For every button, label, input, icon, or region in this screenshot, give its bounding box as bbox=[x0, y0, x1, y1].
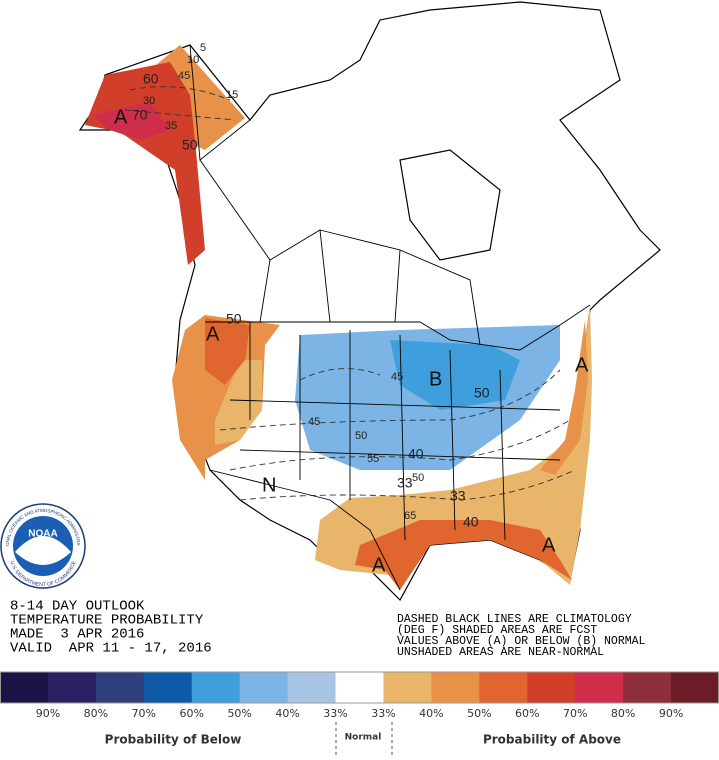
legend-label: 50% bbox=[467, 707, 491, 720]
legend-swatch bbox=[527, 672, 576, 703]
contour-label: 33 bbox=[450, 488, 466, 504]
noaa-logo: NOAA NATIONAL OCEANIC AND ATMOSPHERIC AD… bbox=[0, 0, 86, 589]
anomaly-letter: A bbox=[206, 323, 220, 345]
legend-swatch bbox=[287, 672, 337, 703]
legend-label: 90% bbox=[36, 707, 60, 720]
note-line: UNSHADED AREAS ARE NEAR-NORMAL bbox=[397, 646, 604, 659]
legend-swatch bbox=[623, 672, 672, 703]
contour-label: 45 bbox=[178, 70, 190, 82]
legend-swatch bbox=[335, 672, 384, 703]
legend-label: 60% bbox=[180, 707, 204, 720]
legend-label: 50% bbox=[227, 707, 251, 720]
legend-swatch bbox=[0, 672, 49, 703]
coast-above-dark bbox=[540, 320, 588, 475]
us-canada-border bbox=[205, 304, 591, 351]
southeast-above-orange bbox=[315, 305, 592, 590]
west-above-red bbox=[205, 318, 250, 385]
contour-label: 50 bbox=[226, 311, 242, 327]
contour-label: 40 bbox=[463, 514, 479, 530]
contour-label: 5 bbox=[200, 42, 206, 54]
note-line: VALUES ABOVE (A) OR BELOW (B) NORMAL bbox=[397, 635, 646, 648]
legend-normal-title: Normal bbox=[345, 733, 382, 743]
legend-swatch bbox=[575, 672, 624, 703]
outlook-line: 8-14 DAY OUTLOOK bbox=[10, 599, 145, 615]
legend-label: 60% bbox=[515, 707, 539, 720]
us-mexico-border bbox=[209, 469, 401, 591]
legend-label: 40% bbox=[419, 707, 443, 720]
legend-swatch bbox=[95, 672, 145, 703]
logo-ring-top: NATIONAL OCEANIC AND ATMOSPHERIC ADMINIS… bbox=[0, 0, 81, 547]
contour-label: 45 bbox=[308, 416, 320, 428]
anomaly-letter: A bbox=[114, 106, 128, 128]
anomaly-letter: N bbox=[262, 474, 276, 496]
legend-swatch bbox=[143, 672, 193, 703]
contour-label: 70 bbox=[132, 107, 148, 123]
lakes-below-dark bbox=[390, 340, 520, 410]
logo-bird bbox=[15, 536, 71, 565]
contour-label: 33 bbox=[397, 475, 413, 491]
contour-label: 40 bbox=[408, 446, 424, 462]
outlook-line: VALID APR 11 - 17, 2016 bbox=[10, 641, 212, 657]
legend-swatch bbox=[47, 672, 97, 703]
logo-ring-top-path: NATIONAL OCEANIC AND ATMOSPHERIC ADMINIS… bbox=[0, 0, 81, 547]
anomaly-letter: A bbox=[372, 554, 386, 576]
alaska-above-red bbox=[85, 62, 205, 265]
logo-name: NOAA bbox=[28, 529, 57, 540]
alaska-above-crimson bbox=[92, 102, 170, 140]
legend-swatch bbox=[191, 672, 241, 703]
legend-label: 80% bbox=[611, 707, 635, 720]
contour-label: 65 bbox=[404, 510, 416, 522]
contour-label: 50 bbox=[355, 430, 367, 442]
legend-swatch bbox=[479, 672, 528, 703]
contour-label: 45 bbox=[391, 371, 403, 383]
outlook-line: TEMPERATURE PROBABILITY bbox=[10, 613, 204, 629]
state-lines bbox=[229, 322, 561, 541]
contour-label: 50 bbox=[412, 472, 424, 484]
contour-label: 30 bbox=[143, 95, 155, 107]
southeast-above-dark bbox=[355, 520, 572, 590]
contour-label: 15 bbox=[226, 89, 238, 101]
legend-label: 40% bbox=[275, 707, 299, 720]
contour-label: 35 bbox=[165, 120, 177, 132]
legend-label: 70% bbox=[563, 707, 587, 720]
climatology-line bbox=[124, 86, 576, 501]
contour-label: 60 bbox=[143, 71, 159, 87]
legend-label: 90% bbox=[659, 707, 683, 720]
contour-label: 50 bbox=[474, 385, 490, 401]
legend-below-title: Probability of Below bbox=[105, 733, 242, 747]
legend-label: 33% bbox=[323, 707, 347, 720]
legend-swatch bbox=[431, 672, 480, 703]
anomaly-letter: B bbox=[429, 368, 442, 390]
note-line: (DEG F) SHADED AREAS ARE FCST bbox=[397, 624, 597, 637]
outlook-line: MADE 3 APR 2016 bbox=[10, 627, 144, 643]
contour-label: 50 bbox=[182, 137, 198, 153]
legend-label: 70% bbox=[132, 707, 156, 720]
anomaly-letter: A bbox=[575, 354, 589, 376]
legend-swatch bbox=[671, 672, 719, 703]
legend-above-title: Probability of Above bbox=[483, 733, 621, 747]
legend-swatch bbox=[239, 672, 289, 703]
hudson-bay bbox=[399, 149, 501, 261]
contour-label: 55 bbox=[367, 453, 379, 465]
legend-swatch bbox=[383, 672, 432, 703]
legend: 90% 80% 70% 60% 50% 40% 33% 33% 40% 50% 60% 70% 80% 9… bbox=[0, 671, 719, 720]
canada-provinces bbox=[199, 159, 481, 346]
note-line: DASHED BLACK LINES ARE CLIMATOLOGY bbox=[397, 613, 632, 626]
anomaly-letter: A bbox=[542, 534, 556, 556]
legend-label: 80% bbox=[84, 707, 108, 720]
legend-label: 33% bbox=[371, 707, 395, 720]
contour-label: 10 bbox=[187, 54, 199, 66]
